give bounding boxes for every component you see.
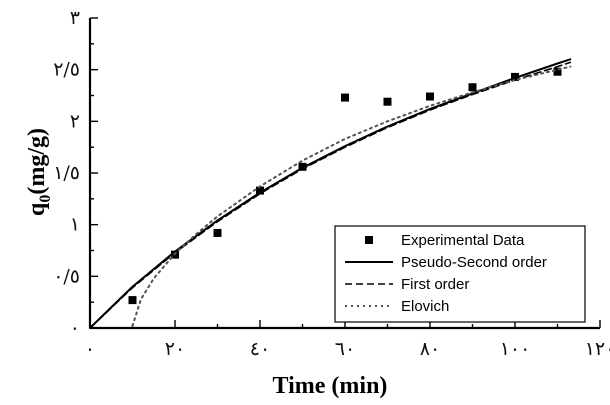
y-axis-label-main: q <box>24 202 50 216</box>
y-tick-label: ٢ <box>70 110 80 132</box>
data-point <box>384 98 392 106</box>
data-point <box>129 296 137 304</box>
y-tick-label: ١/٥ <box>53 162 80 184</box>
y-axis-label: q0(mg/g) <box>24 128 54 216</box>
legend-label: Experimental Data <box>401 232 525 249</box>
x-tick-label: ٤٠ <box>250 338 270 360</box>
y-tick-label: ٠ <box>70 317 80 339</box>
y-tick-label: ٠/٥ <box>53 265 80 287</box>
legend-marker-square <box>365 236 373 244</box>
data-point <box>426 93 434 101</box>
x-tick-label: ٨٠ <box>420 338 440 360</box>
legend: Experimental Data Pseudo-Second order Firs… <box>335 226 585 322</box>
legend-label: Elovich <box>401 298 449 315</box>
legend-label: First order <box>401 276 469 293</box>
data-point <box>214 229 222 237</box>
y-axis-label-subscript: 0 <box>37 195 54 203</box>
x-axis-label: Time (min) <box>273 373 388 399</box>
data-point <box>341 94 349 102</box>
legend-label: Pseudo-Second order <box>401 254 547 271</box>
y-tick-label: ٢/٥ <box>53 59 80 81</box>
y-tick-label: ١ <box>70 214 80 236</box>
x-tick-label: ١٠٠ <box>500 338 531 360</box>
data-point <box>469 83 477 91</box>
x-tick-label: ٢٠ <box>165 338 185 360</box>
y-axis-label-unit: (mg/g) <box>24 128 50 195</box>
x-tick-label: ٠ <box>85 338 95 360</box>
x-tick-label: ٦٠ <box>335 338 355 360</box>
y-tick-label: ٣ <box>70 7 80 29</box>
x-tick-label: ١٢٠ <box>585 338 610 360</box>
